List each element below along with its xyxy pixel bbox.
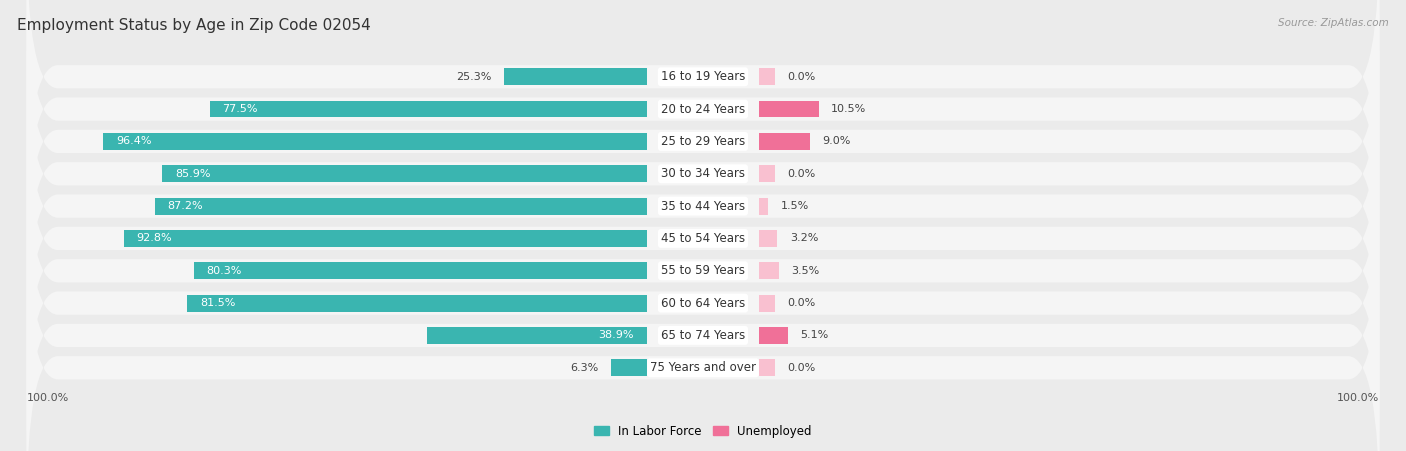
Text: 30 to 34 Years: 30 to 34 Years (661, 167, 745, 180)
FancyBboxPatch shape (27, 56, 1379, 356)
Text: 65 to 74 Years: 65 to 74 Years (661, 329, 745, 342)
Text: 20 to 24 Years: 20 to 24 Years (661, 102, 745, 115)
Bar (759, 327, 789, 344)
Bar (759, 295, 775, 312)
FancyBboxPatch shape (27, 88, 1379, 388)
Text: 92.8%: 92.8% (136, 234, 172, 244)
FancyBboxPatch shape (27, 0, 1379, 227)
Text: 100.0%: 100.0% (27, 393, 69, 403)
Text: 87.2%: 87.2% (167, 201, 204, 211)
Text: 81.5%: 81.5% (200, 298, 235, 308)
Bar (759, 69, 775, 85)
Bar (759, 133, 810, 150)
Text: 100.0%: 100.0% (1337, 393, 1379, 403)
Text: 3.5%: 3.5% (792, 266, 820, 276)
Text: 10.5%: 10.5% (831, 104, 866, 114)
Text: 16 to 19 Years: 16 to 19 Years (661, 70, 745, 83)
Bar (759, 198, 768, 215)
Bar (759, 230, 778, 247)
Legend: In Labor Force, Unemployed: In Labor Force, Unemployed (589, 420, 817, 442)
Bar (759, 359, 775, 376)
Text: 0.0%: 0.0% (787, 363, 815, 373)
Text: Source: ZipAtlas.com: Source: ZipAtlas.com (1278, 18, 1389, 28)
Bar (103, 133, 647, 150)
Bar (759, 166, 775, 182)
FancyBboxPatch shape (27, 185, 1379, 451)
Text: 5.1%: 5.1% (800, 331, 830, 341)
Bar (194, 262, 647, 279)
FancyBboxPatch shape (27, 0, 1379, 259)
Text: 25 to 29 Years: 25 to 29 Years (661, 135, 745, 148)
FancyBboxPatch shape (27, 153, 1379, 451)
Text: 45 to 54 Years: 45 to 54 Years (661, 232, 745, 245)
Text: 6.3%: 6.3% (571, 363, 599, 373)
Bar (759, 262, 779, 279)
Bar (427, 327, 647, 344)
FancyBboxPatch shape (27, 24, 1379, 324)
FancyBboxPatch shape (27, 121, 1379, 421)
Text: 35 to 44 Years: 35 to 44 Years (661, 200, 745, 212)
Text: 80.3%: 80.3% (207, 266, 242, 276)
Text: 75 Years and over: 75 Years and over (650, 361, 756, 374)
Text: 0.0%: 0.0% (787, 298, 815, 308)
FancyBboxPatch shape (27, 0, 1379, 291)
Text: 77.5%: 77.5% (222, 104, 257, 114)
Bar (209, 101, 647, 118)
Bar (124, 230, 647, 247)
Text: 0.0%: 0.0% (787, 72, 815, 82)
Text: 85.9%: 85.9% (174, 169, 211, 179)
Text: 9.0%: 9.0% (823, 136, 851, 147)
Text: 96.4%: 96.4% (115, 136, 152, 147)
Bar (163, 166, 647, 182)
Text: 55 to 59 Years: 55 to 59 Years (661, 264, 745, 277)
Bar (503, 69, 647, 85)
Text: 0.0%: 0.0% (787, 169, 815, 179)
Text: 3.2%: 3.2% (790, 234, 818, 244)
Text: Employment Status by Age in Zip Code 02054: Employment Status by Age in Zip Code 020… (17, 18, 371, 33)
Text: 38.9%: 38.9% (599, 331, 634, 341)
FancyBboxPatch shape (27, 218, 1379, 451)
Bar (155, 198, 647, 215)
Bar (759, 101, 818, 118)
Text: 25.3%: 25.3% (456, 72, 492, 82)
Text: 60 to 64 Years: 60 to 64 Years (661, 297, 745, 309)
Text: 1.5%: 1.5% (780, 201, 808, 211)
Bar (187, 295, 647, 312)
Bar (612, 359, 647, 376)
